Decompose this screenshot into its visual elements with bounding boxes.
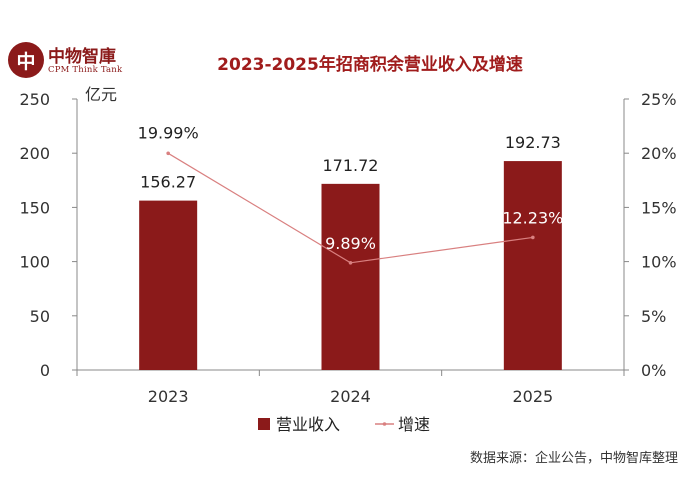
logo-english-name: CPM Think Tank	[48, 65, 123, 75]
y-tick-label-right: 10%	[641, 253, 677, 272]
line-value-label: 9.89%	[325, 234, 376, 253]
line-point-growth	[531, 235, 535, 240]
line-point-growth	[348, 260, 353, 265]
bar-value-label: 156.27	[140, 173, 196, 192]
line-point-growth	[166, 151, 170, 156]
x-tick-label: 2024	[330, 387, 371, 406]
y-tick-label-left: 100	[19, 253, 50, 272]
y-tick-label-left: 150	[19, 198, 50, 217]
line-value-label: 12.23%	[502, 208, 563, 227]
legend-swatch-revenue	[258, 418, 270, 430]
y-tick-label-left: 250	[19, 90, 50, 109]
line-value-label: 19.99%	[138, 123, 199, 142]
chart-title: 2023-2025年招商积余营业收入及增速	[217, 55, 523, 75]
y-tick-label-right: 20%	[641, 144, 677, 163]
bar-revenue	[503, 161, 562, 370]
y-tick-label-left: 50	[30, 307, 50, 326]
y-tick-label-left: 0	[40, 361, 50, 380]
legend-label-growth: 增速	[398, 415, 430, 434]
x-tick-label: 2023	[148, 387, 189, 406]
y-tick-label-right: 15%	[641, 198, 677, 217]
source-note: 数据来源：企业公告，中物智库整理	[469, 451, 678, 466]
y-tick-label-right: 0%	[641, 361, 666, 380]
logo-mark: 中	[8, 42, 44, 78]
legend-label-revenue: 营业收入	[276, 415, 340, 434]
y-tick-label-right: 25%	[641, 90, 677, 109]
bar-value-label: 171.72	[323, 156, 379, 175]
logo: 中 中物智庫 CPM Think Tank	[8, 40, 138, 84]
y-axis-unit-label: 亿元	[85, 85, 117, 104]
bar-revenue	[321, 183, 380, 370]
bar-value-label: 192.73	[505, 133, 561, 152]
bar-revenue	[139, 200, 198, 370]
x-tick-label: 2025	[512, 387, 553, 406]
logo-name: 中物智庫	[48, 47, 116, 67]
y-tick-label-right: 5%	[641, 307, 666, 326]
y-tick-label-left: 200	[19, 144, 50, 163]
legend-marker-growth	[382, 422, 387, 426]
